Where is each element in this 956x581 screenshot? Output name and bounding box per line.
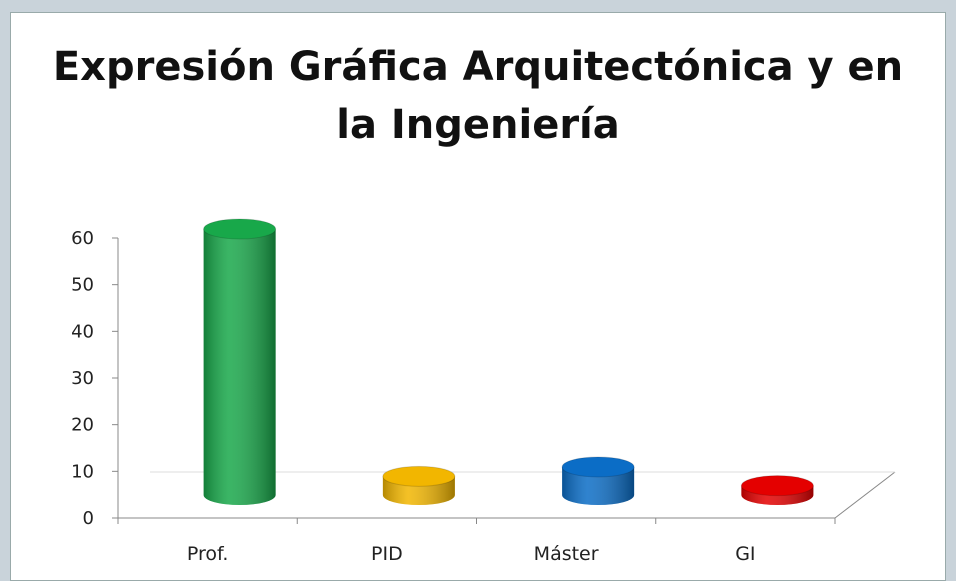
bar-part: [203, 218, 277, 240]
y-tick-label: 30: [71, 368, 94, 389]
x-tick-label: GI: [735, 543, 755, 565]
x-tick-label: PID: [371, 543, 403, 565]
y-tick-label: 20: [71, 415, 94, 436]
floor-edge: [834, 471, 896, 519]
bar: [203, 218, 277, 505]
bar: [382, 465, 456, 505]
bar-part: [561, 456, 635, 478]
bar-part: [382, 465, 456, 487]
bar: [740, 475, 814, 505]
y-tick-label: 0: [83, 508, 94, 529]
y-tick-label: 60: [71, 228, 94, 249]
chart-title: la Ingeniería: [336, 102, 620, 148]
bar-part: [562, 467, 635, 505]
chart-title: Expresión Gráfica Arquitectónica y en: [53, 44, 903, 90]
bar-part: [740, 475, 814, 497]
bar-part: [203, 229, 276, 505]
x-tick-label: Máster: [534, 543, 599, 565]
x-tick-label: Prof.: [187, 543, 229, 565]
bar: [561, 456, 635, 505]
y-tick-label: 50: [71, 275, 94, 296]
y-tick-label: 40: [71, 321, 94, 342]
y-tick-label: 10: [71, 461, 94, 482]
